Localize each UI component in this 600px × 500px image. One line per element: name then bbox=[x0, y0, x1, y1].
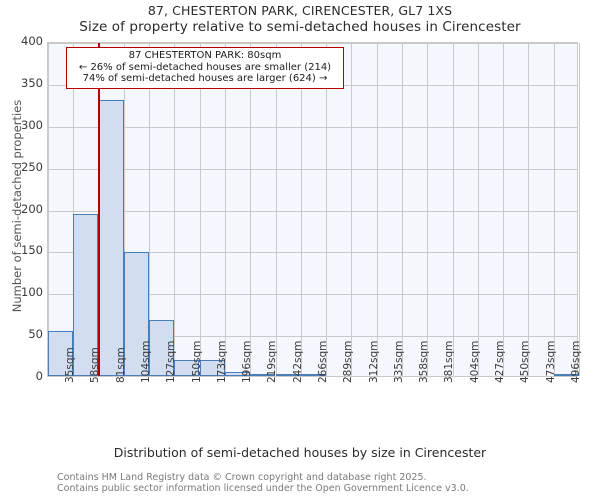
attribution-footer: Contains HM Land Registry data © Crown c… bbox=[57, 472, 597, 494]
y-axis-tick: 100 bbox=[21, 285, 43, 300]
y-axis-tick: 0 bbox=[35, 369, 43, 383]
chart-title: 87, CHESTERTON PARK, CIRENCESTER, GL7 1X… bbox=[147, 3, 453, 18]
y-axis-tick: 300 bbox=[21, 117, 43, 132]
chart-subtitle: Size of property relative to semi-detach… bbox=[79, 19, 521, 35]
footer-line-1: Contains HM Land Registry data © Crown c… bbox=[57, 472, 427, 483]
gridline-vertical bbox=[503, 43, 504, 376]
bar-series bbox=[48, 43, 579, 376]
annotation-line-2: ← 26% of semi-detached houses are smalle… bbox=[78, 61, 332, 73]
gridline-horizontal bbox=[48, 252, 577, 254]
bar bbox=[73, 213, 98, 376]
x-axis-tick: 150sqm bbox=[190, 340, 203, 383]
gridline-vertical bbox=[453, 43, 454, 376]
gridline-vertical bbox=[174, 43, 175, 376]
gridline-vertical bbox=[554, 43, 555, 376]
gridline-horizontal bbox=[48, 210, 577, 212]
x-axis-tick: 496sqm bbox=[569, 340, 582, 383]
gridline-vertical bbox=[276, 43, 277, 376]
bar bbox=[250, 373, 275, 376]
x-axis-tick: 312sqm bbox=[367, 340, 380, 383]
gridline-horizontal bbox=[48, 43, 577, 44]
x-axis-tick: 81sqm bbox=[114, 347, 127, 383]
x-axis-tick: 173sqm bbox=[215, 340, 228, 383]
y-axis-tick: 150 bbox=[21, 243, 43, 258]
x-axis-tick-labels: 35sqm 58sqm 81sqm 104sqm 127sqm 150sqm 173sqm 1… bbox=[0, 341, 600, 442]
plot-area bbox=[47, 42, 580, 377]
gridline-vertical bbox=[73, 43, 74, 376]
bar bbox=[174, 360, 199, 376]
bar bbox=[301, 373, 326, 376]
y-axis-tick: 200 bbox=[21, 201, 43, 216]
subject-property-marker-line bbox=[98, 43, 100, 376]
x-axis-tick: 358sqm bbox=[418, 340, 431, 383]
x-axis-tick: 104sqm bbox=[140, 340, 152, 383]
x-axis-tick: 335sqm bbox=[392, 340, 405, 383]
subject-property-annotation-box: 87 CHESTERTON PARK: 80sqm ← 26% of semi-… bbox=[66, 47, 344, 89]
x-axis-tick: 219sqm bbox=[266, 340, 279, 383]
y-axis-tick: 400 bbox=[21, 34, 43, 48]
x-axis-tick: 58sqm bbox=[89, 347, 102, 383]
x-axis-tick: 427sqm bbox=[494, 340, 506, 383]
gridline-vertical bbox=[124, 43, 125, 376]
x-axis-tick: 450sqm bbox=[519, 340, 532, 383]
x-axis-tick: 127sqm bbox=[165, 340, 178, 383]
y-axis-title: Number of semi-detached properties bbox=[10, 99, 24, 313]
gridline-vertical bbox=[250, 43, 251, 376]
footer-line-2: Contains public sector information licen… bbox=[57, 483, 469, 494]
x-axis-tick: 473sqm bbox=[544, 340, 557, 383]
x-axis-tick: 404sqm bbox=[468, 340, 481, 383]
gridline-vertical bbox=[149, 43, 150, 376]
y-axis-tick-labels: 0 50 100 150 200 250 300 350 400 bbox=[0, 0, 43, 500]
x-axis-title: Distribution of semi-detached houses by … bbox=[113, 445, 487, 460]
x-axis-tick: 242sqm bbox=[291, 340, 304, 383]
x-axis-tick: 381sqm bbox=[443, 340, 456, 383]
gridline-vertical bbox=[427, 43, 428, 376]
bar bbox=[200, 360, 225, 376]
gridline-vertical bbox=[301, 43, 302, 376]
bar bbox=[225, 371, 250, 376]
gridline-horizontal bbox=[48, 294, 577, 296]
bar bbox=[149, 319, 174, 376]
x-axis-tick: 266sqm bbox=[317, 340, 329, 383]
y-axis-tick: 50 bbox=[28, 327, 43, 342]
gridline-vertical bbox=[478, 43, 479, 376]
x-axis-tick: 35sqm bbox=[64, 347, 77, 383]
annotation-line-1: 87 CHESTERTON PARK: 80sqm bbox=[128, 50, 282, 61]
bar bbox=[99, 100, 124, 376]
x-axis-tick: 196sqm bbox=[241, 340, 254, 383]
y-axis-tick: 350 bbox=[21, 75, 43, 90]
gridline-vertical bbox=[377, 43, 378, 376]
gridline-vertical bbox=[48, 43, 49, 376]
gridline-vertical bbox=[579, 43, 580, 376]
gridline-vertical bbox=[351, 43, 352, 376]
bar bbox=[554, 374, 579, 376]
gridline-horizontal bbox=[48, 168, 577, 170]
y-axis-tick: 250 bbox=[21, 159, 43, 174]
x-axis-tick: 289sqm bbox=[342, 340, 355, 383]
gridline-vertical bbox=[200, 43, 201, 376]
bar bbox=[124, 252, 149, 376]
annotation-line-3: 74% of semi-detached houses are larger (… bbox=[82, 73, 328, 85]
gridline-horizontal bbox=[48, 126, 577, 128]
gridline-vertical bbox=[225, 43, 226, 376]
gridline-vertical bbox=[402, 43, 403, 376]
gridline-horizontal bbox=[48, 336, 577, 338]
bar bbox=[48, 330, 73, 376]
gridline-vertical bbox=[326, 43, 327, 376]
gridline-vertical bbox=[528, 43, 529, 376]
bar bbox=[276, 374, 301, 376]
